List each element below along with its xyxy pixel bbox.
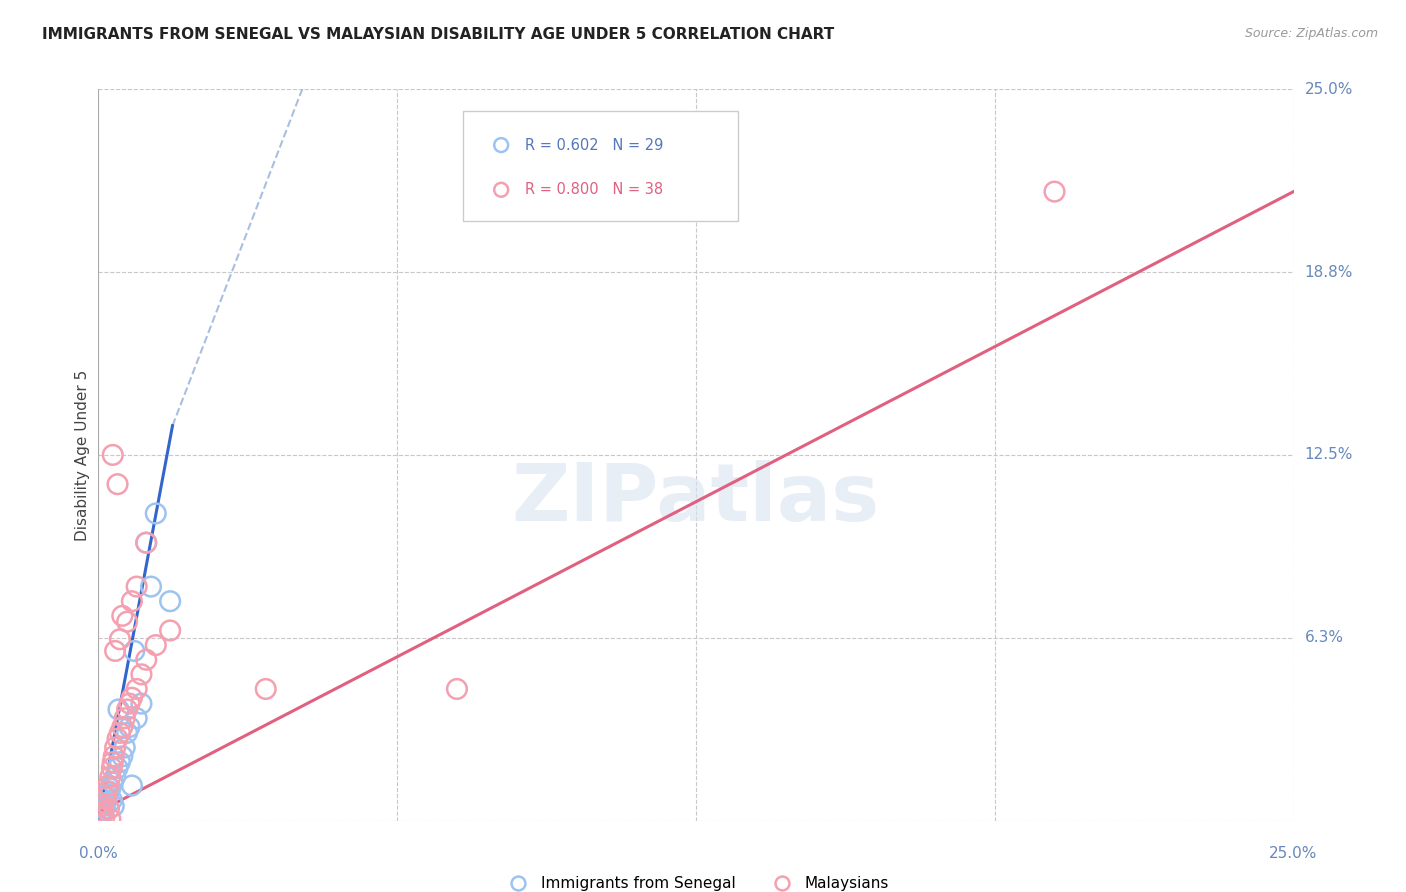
Point xyxy=(115,726,138,740)
Point xyxy=(121,779,143,793)
Point xyxy=(125,711,148,725)
Point xyxy=(159,594,181,608)
Point xyxy=(97,802,120,816)
Point xyxy=(108,755,131,769)
Text: 25.0%: 25.0% xyxy=(1270,846,1317,861)
FancyBboxPatch shape xyxy=(463,112,738,221)
Text: 25.0%: 25.0% xyxy=(1305,82,1353,96)
Point xyxy=(114,711,136,725)
Point xyxy=(103,789,125,803)
Point xyxy=(97,787,120,801)
Point xyxy=(107,477,129,491)
Point xyxy=(103,787,125,801)
Point xyxy=(101,775,124,789)
Point xyxy=(107,761,129,775)
Point xyxy=(254,681,277,696)
Point xyxy=(104,644,127,658)
Point xyxy=(104,770,127,784)
Point xyxy=(121,690,143,705)
Point xyxy=(103,749,125,764)
Point xyxy=(90,807,112,822)
Point xyxy=(101,448,124,462)
Text: 6.3%: 6.3% xyxy=(1305,631,1344,645)
Point xyxy=(98,781,122,796)
Point xyxy=(101,793,124,807)
Point xyxy=(139,580,162,594)
Point xyxy=(97,779,120,793)
Point xyxy=(115,615,138,629)
Point xyxy=(125,580,148,594)
Point xyxy=(96,784,118,798)
Point xyxy=(108,632,131,647)
Point xyxy=(135,535,157,549)
Text: IMMIGRANTS FROM SENEGAL VS MALAYSIAN DISABILITY AGE UNDER 5 CORRELATION CHART: IMMIGRANTS FROM SENEGAL VS MALAYSIAN DIS… xyxy=(42,27,834,42)
Point xyxy=(96,790,118,805)
Point xyxy=(125,681,148,696)
Point xyxy=(131,697,153,711)
Point xyxy=(93,802,115,816)
Point xyxy=(118,720,141,734)
Point xyxy=(135,653,157,667)
Point xyxy=(114,740,136,755)
Point xyxy=(111,720,134,734)
Point xyxy=(135,535,157,549)
Point xyxy=(94,796,117,810)
Point xyxy=(111,608,134,623)
Point xyxy=(104,740,127,755)
Point xyxy=(90,805,112,819)
Text: 18.8%: 18.8% xyxy=(1305,265,1353,279)
Point xyxy=(91,805,114,819)
Point xyxy=(93,811,115,825)
Point xyxy=(101,755,124,769)
Point xyxy=(131,667,153,681)
Point xyxy=(145,638,167,652)
Point xyxy=(121,594,143,608)
Point xyxy=(107,702,129,716)
Point xyxy=(90,811,112,825)
Point xyxy=(118,697,141,711)
Point xyxy=(94,790,117,805)
Point xyxy=(107,731,129,746)
Point xyxy=(103,799,125,814)
Point xyxy=(446,681,468,696)
Point xyxy=(1043,185,1066,199)
Point xyxy=(91,799,114,814)
Point xyxy=(124,644,146,658)
Y-axis label: Disability Age Under 5: Disability Age Under 5 xyxy=(75,369,90,541)
Text: 12.5%: 12.5% xyxy=(1305,448,1353,462)
Text: 0.0%: 0.0% xyxy=(79,846,118,861)
Text: R = 0.602   N = 29: R = 0.602 N = 29 xyxy=(524,137,664,153)
Point xyxy=(145,507,167,521)
Point xyxy=(98,770,122,784)
Text: ZIPatlas: ZIPatlas xyxy=(512,459,880,538)
Point xyxy=(111,749,134,764)
Point xyxy=(101,761,124,775)
Point xyxy=(91,807,114,822)
Point xyxy=(98,812,122,826)
Legend: Immigrants from Senegal, Malaysians: Immigrants from Senegal, Malaysians xyxy=(496,870,896,892)
Point xyxy=(115,702,138,716)
Point xyxy=(108,726,131,740)
Text: Source: ZipAtlas.com: Source: ZipAtlas.com xyxy=(1244,27,1378,40)
Point xyxy=(159,624,181,638)
Point xyxy=(97,784,120,798)
Text: R = 0.800   N = 38: R = 0.800 N = 38 xyxy=(524,182,664,197)
Point xyxy=(91,799,114,814)
